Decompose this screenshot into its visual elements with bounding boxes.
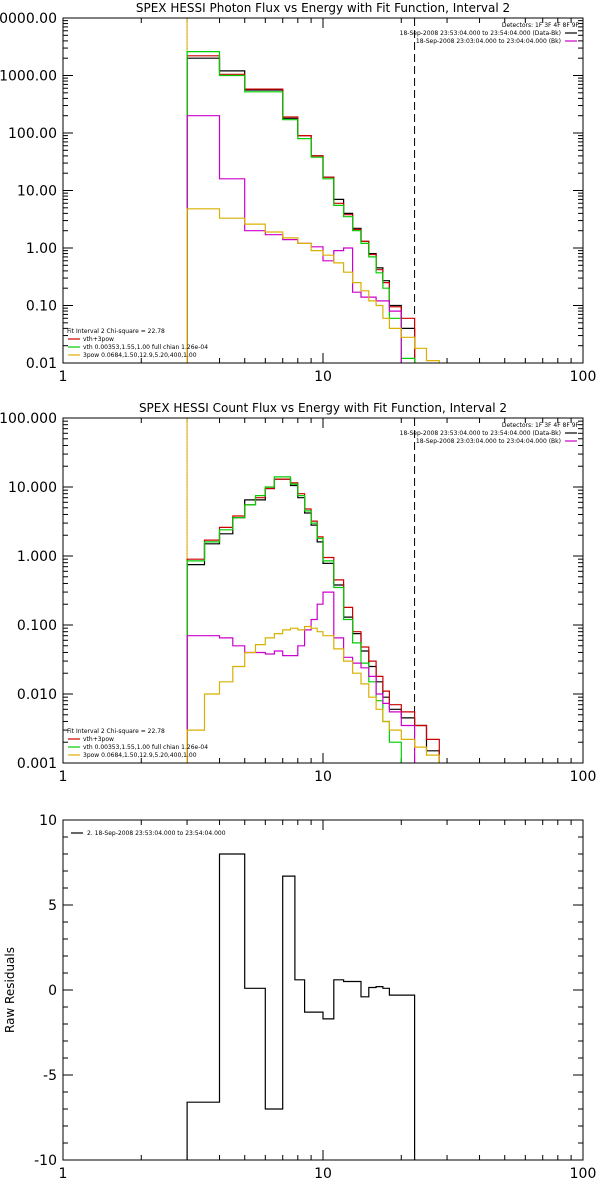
legend-entry: vth+3pow [83,736,114,743]
y-tick-label: 10.000 [8,480,57,496]
y-tick-label: 1.000 [17,549,57,565]
series-5 [186,625,440,763]
legend-entry: 18-Sep-2008 23:53:04.000 to 23:54:04.000… [400,430,561,437]
chart-title: SPEX HESSI Photon Flux vs Energy with Fi… [136,1,510,15]
series-group [186,51,440,363]
series-group [186,853,416,1160]
chart-panel-2: SPEX HESSI Count Flux vs Energy with Fit… [0,401,596,785]
series-2 [186,55,416,363]
y-tick-label: 10000.00 [0,11,57,27]
legend-entry: Detectors: 1F 3F 4F 8F 9F [502,22,580,29]
series-3 [186,51,416,363]
legend-entry: 3pow 0.0684,1.50,12.9,5.20,400,1.00 [83,752,197,759]
plot-frame [62,17,584,364]
y-tick-label: 100.00 [8,126,57,142]
legend-entry: 18-Sep-2008 23:03:04.000 to 23:04:04.000… [416,38,561,45]
legend-entry: Fit Interval 2 Chi-square = 22.78 [67,728,165,735]
x-tick-label: 10 [314,769,332,785]
y-tick-label: -10 [34,1153,57,1169]
x-tick-label: 10 [314,1166,332,1182]
y-tick-label: -5 [43,1068,57,1084]
series-4 [186,591,416,763]
series-group [186,476,440,763]
legend-entry: vth 0.00353,1.55,1.00 full chian 1.26e-0… [83,344,208,351]
x-tick-label: 100 [570,369,597,385]
y-tick-label: 1000.00 [0,69,57,85]
y-tick-label: 100.000 [0,411,57,427]
legend-entry: 18-Sep-2008 23:03:04.000 to 23:04:04.000… [416,438,561,445]
legend-entry: vth 0.00353,1.55,1.00 full chian 1.26e-0… [83,744,208,751]
x-tick-label: 1 [59,369,68,385]
y-tick-label: 10 [39,813,57,829]
legend-entry: vth+3pow [83,336,114,343]
y-tick-label: 0.100 [17,618,57,634]
y-tick-label: 0.10 [26,299,57,315]
legend-entry: Fit Interval 2 Chi-square = 22.78 [67,328,165,335]
series-5 [186,208,440,363]
series-1 [186,57,416,363]
series-3 [186,476,402,763]
plot-frame [62,417,584,764]
legend-entry: 3pow 0.0684,1.50,12.9,5.20,400,1.00 [83,352,197,359]
y-tick-label: 5 [48,898,57,914]
y-tick-label: 0.001 [17,756,57,772]
x-tick-label: 100 [570,1166,597,1182]
legend-entry: 18-Sep-2008 23:53:04.000 to 23:54:04.000… [400,30,561,37]
y-tick-label: 0.01 [26,356,57,372]
chart-title: SPEX HESSI Count Flux vs Energy with Fit… [139,401,507,415]
chart-panel-3: Raw Residuals 1 10 100 -10 -5 0 5 10 2. 18-Sep-20… [3,813,596,1182]
y-tick-label: 10.00 [17,184,57,200]
series-4 [186,115,402,363]
y-tick-label: 1.00 [26,241,57,257]
chart-panel-1: SPEX HESSI Photon Flux vs Energy with Fi… [0,1,596,385]
x-tick-label: 100 [570,769,597,785]
x-tick-label: 1 [59,769,68,785]
y-tick-label: 0.010 [17,687,57,703]
x-tick-label: 10 [314,369,332,385]
plot-frame [62,819,584,1161]
legend-entry: Detectors: 1F 3F 4F 8F 9F [502,422,580,429]
y-tick-label: 0 [48,983,57,999]
legend-entry: 2. 18-Sep-2008 23:53:04.000 to 23:54:04.… [87,830,226,837]
x-tick-label: 1 [59,1166,68,1182]
y-axis-label: Raw Residuals [3,947,17,1033]
series-1 [186,853,416,1160]
